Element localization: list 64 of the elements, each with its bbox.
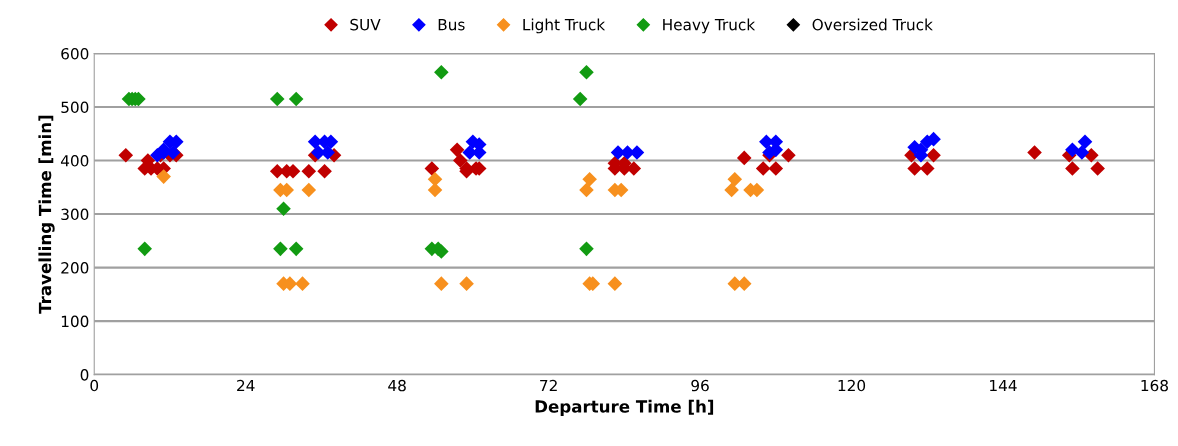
point — [607, 276, 623, 291]
point — [1084, 147, 1099, 163]
point — [579, 241, 594, 257]
point — [755, 161, 771, 176]
y-tick-label: 600 — [61, 47, 89, 60]
point — [273, 241, 288, 257]
point — [452, 153, 468, 168]
x-tick-label: 72 — [540, 379, 557, 392]
point — [579, 64, 594, 80]
x-axis-title: Departure Time [h] — [535, 399, 714, 416]
point — [582, 172, 597, 187]
point — [907, 161, 922, 176]
point — [449, 142, 465, 158]
y-tick-label: 300 — [61, 208, 89, 221]
point — [434, 244, 449, 259]
x-tick-label: 168 — [1141, 379, 1168, 392]
point — [1074, 145, 1090, 160]
point — [926, 147, 941, 163]
point — [427, 182, 443, 198]
x-tick-label: 24 — [237, 379, 255, 392]
x-tick-label: 120 — [838, 379, 866, 392]
x-tick-label: 0 — [90, 379, 99, 392]
y-tick-label: 100 — [61, 315, 89, 328]
x-tick-label: 96 — [691, 379, 709, 392]
point — [781, 147, 796, 163]
y-tick-label: 400 — [60, 155, 89, 167]
y-tick-label: 200 — [61, 262, 89, 274]
point — [459, 276, 474, 291]
legend-label: Bus — [438, 19, 465, 31]
point — [579, 182, 594, 198]
point — [1065, 142, 1080, 158]
legend-label: Heavy Truck — [663, 18, 756, 34]
point — [736, 150, 752, 166]
y-axis-title: Travelling Time [min] — [38, 115, 55, 314]
point — [1027, 145, 1042, 160]
point — [1065, 161, 1080, 176]
x-tick-label: 48 — [388, 379, 406, 392]
point — [919, 161, 935, 176]
x-tick-label: 144 — [990, 379, 1017, 392]
point — [1090, 161, 1105, 176]
point — [276, 201, 291, 217]
point — [295, 276, 310, 291]
point — [724, 182, 739, 198]
point — [317, 163, 332, 179]
legend-label: Light Truck — [523, 18, 606, 34]
point — [288, 241, 304, 257]
point — [137, 241, 153, 257]
legend-label: Oversized Truck — [812, 18, 933, 31]
point — [269, 91, 285, 107]
point — [301, 182, 317, 198]
point — [424, 161, 440, 176]
point — [434, 64, 449, 80]
point — [768, 161, 784, 176]
point — [288, 91, 304, 107]
point — [301, 163, 317, 179]
legend-label: SUV — [350, 18, 381, 31]
y-tick-label: 0 — [80, 369, 89, 381]
point — [156, 169, 171, 184]
point — [1077, 134, 1093, 150]
point — [434, 276, 449, 291]
point — [727, 172, 743, 187]
y-tick-label: 500 — [61, 101, 89, 114]
point — [118, 147, 134, 163]
point — [572, 91, 588, 107]
